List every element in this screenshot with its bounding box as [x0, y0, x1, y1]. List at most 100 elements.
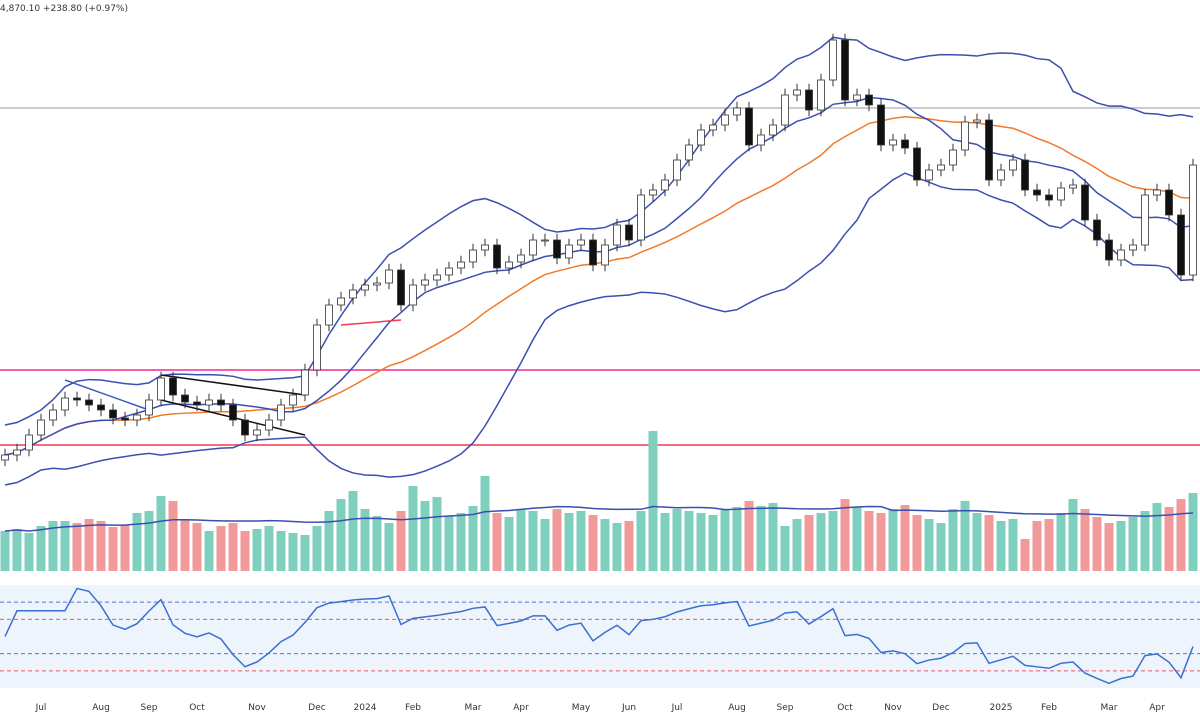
candle-body	[733, 107, 741, 116]
candle-body	[1069, 184, 1077, 189]
volume-bar	[912, 515, 922, 571]
candle-body	[853, 94, 861, 101]
volume-bar	[204, 531, 214, 571]
x-tick-label: Mar	[465, 703, 482, 713]
x-tick-label: Nov	[248, 703, 266, 713]
volume-bar	[1188, 493, 1198, 571]
volume-bar	[576, 511, 586, 571]
candle-body	[145, 399, 153, 416]
volume-bar	[936, 523, 946, 571]
volume-bar	[288, 533, 298, 571]
x-tick-label: Mar	[1101, 703, 1118, 713]
volume-bar	[792, 519, 802, 571]
volume-bar	[708, 515, 718, 571]
volume-bar	[1080, 509, 1090, 571]
candle-body	[349, 289, 357, 299]
volume-bar	[96, 521, 106, 571]
candle-body	[577, 239, 585, 246]
x-tick-label: Feb	[405, 703, 421, 713]
candle-body	[613, 224, 621, 246]
bollinger-upper	[4, 36, 1194, 426]
x-tick-label: Apr	[513, 703, 529, 713]
volume-bar	[528, 511, 538, 571]
candle-body	[757, 134, 765, 146]
candle-body	[541, 239, 549, 242]
volume-bar	[696, 513, 706, 571]
candle-body	[709, 124, 717, 131]
volume-bar	[816, 513, 826, 571]
candle-body	[85, 399, 93, 406]
volume-bar	[360, 509, 370, 571]
candle-body	[685, 144, 693, 161]
volume-bar	[132, 513, 142, 571]
volume-bar	[324, 511, 334, 571]
x-tick-label: Aug	[92, 703, 110, 713]
volume-bar	[888, 509, 898, 571]
volume-bar	[24, 533, 34, 571]
candle-body	[1, 454, 9, 461]
candle-body	[625, 224, 633, 241]
candle-body	[997, 169, 1005, 181]
candle-body	[565, 244, 573, 259]
volume-bar	[564, 513, 574, 571]
candle-body	[241, 419, 249, 436]
candle-body	[217, 399, 225, 406]
candle-body	[301, 369, 309, 396]
candle-body	[373, 282, 381, 286]
volume-bar	[504, 517, 514, 571]
volume-bar	[216, 526, 226, 571]
x-tick-label: 2024	[354, 703, 377, 713]
volume-bar	[516, 509, 526, 571]
volume-bar	[264, 526, 274, 571]
candle-body	[649, 189, 657, 196]
volume-bar	[972, 513, 982, 571]
candle-body	[1165, 189, 1173, 216]
candle-body	[1177, 214, 1185, 276]
candle-body	[1093, 219, 1101, 241]
x-tick-label: Dec	[308, 703, 325, 713]
x-tick-label: May	[572, 703, 591, 713]
volume-bar	[192, 523, 202, 571]
volume-bar	[1176, 499, 1186, 571]
candle-body	[937, 164, 945, 171]
x-tick-label: 2025	[990, 703, 1013, 713]
candle-body	[961, 121, 969, 151]
candle-body	[409, 284, 417, 306]
volume-bar	[720, 509, 730, 571]
volume-bar	[384, 523, 394, 571]
candle-body	[265, 419, 273, 431]
candle-body	[481, 244, 489, 251]
volume-bar	[456, 513, 466, 571]
volume-bar	[492, 513, 502, 571]
candle-body	[337, 297, 345, 306]
candle-body	[469, 249, 477, 263]
x-tick-label: Aug	[728, 703, 746, 713]
volume-bar	[240, 531, 250, 571]
volume-bar	[252, 529, 262, 571]
candle-body	[973, 119, 981, 123]
volume-bar	[612, 523, 622, 571]
candle-body	[697, 129, 705, 146]
ma-short-line	[4, 96, 1194, 456]
volume-bar	[756, 506, 766, 571]
candle-body	[637, 194, 645, 241]
candle-body	[181, 394, 189, 403]
volume-bar	[372, 516, 382, 571]
x-tick-label: Jul	[35, 703, 47, 713]
volume-bar	[1128, 517, 1138, 571]
volume-bar	[684, 511, 694, 571]
candle-body	[949, 149, 957, 166]
volume-bar	[840, 499, 850, 571]
volume-bar	[336, 499, 346, 571]
volume-bar	[348, 491, 358, 571]
candle-body	[865, 94, 873, 106]
volume-bar	[444, 516, 454, 571]
volume-bar	[924, 519, 934, 571]
candle-body	[1153, 189, 1161, 196]
volume-bar	[864, 511, 874, 571]
candle-body	[289, 394, 297, 406]
candle-body	[781, 94, 789, 126]
candle-body	[253, 429, 261, 436]
